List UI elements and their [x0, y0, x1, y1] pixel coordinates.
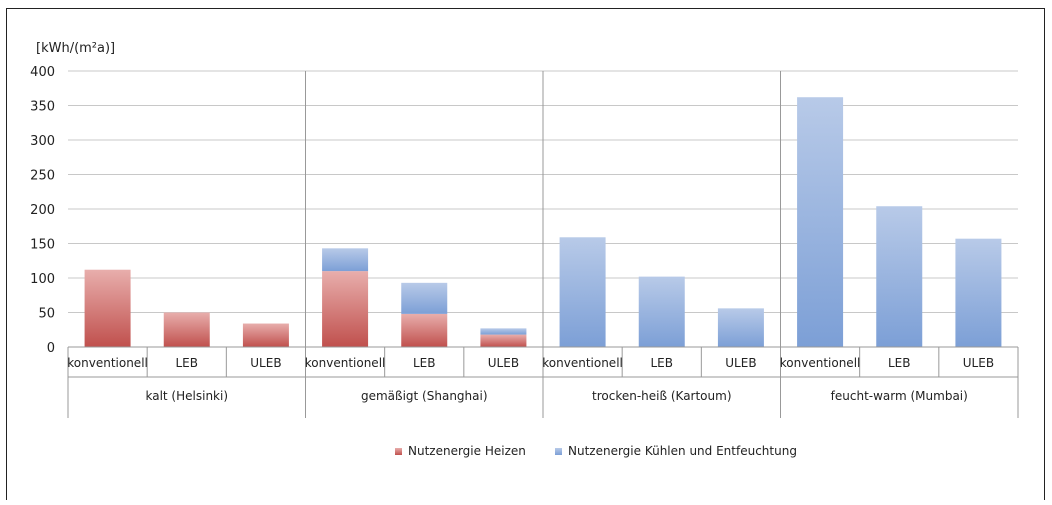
y-tick-label: 50 [38, 307, 55, 322]
category-label: konventionell [780, 356, 861, 370]
category-label: LEB [651, 356, 674, 370]
category-label: ULEB [488, 356, 519, 370]
bar-heizen [480, 334, 527, 347]
legend-swatch [555, 448, 562, 455]
y-tick-label: 150 [30, 238, 55, 253]
category-label: konventionell [305, 356, 386, 370]
bar-kuehlen [717, 308, 764, 347]
y-axis-ticks: 0 50 100 150 200 250 300 350 400 [30, 65, 55, 356]
legend-label: Nutzenergie Heizen [408, 444, 526, 458]
chart-frame [6, 8, 1045, 500]
category-label: ULEB [725, 356, 756, 370]
y-axis-unit-label: [kWh/(m²a)] [36, 41, 115, 56]
bar-kuehlen [559, 237, 606, 347]
group-label: kalt (Helsinki) [145, 389, 228, 403]
bar-kuehlen [322, 248, 369, 272]
bar-kuehlen [401, 282, 448, 314]
bar-heizen [84, 269, 131, 347]
category-axis: konventionell LEB ULEB konventionell LEB ULEB… [67, 71, 1019, 418]
group-label: trocken-heiß (Kartoum) [592, 389, 732, 403]
bars [84, 97, 1002, 347]
category-label: LEB [176, 356, 199, 370]
y-tick-label: 350 [30, 100, 55, 115]
bar-heizen [322, 271, 369, 347]
bar-heizen [163, 312, 210, 347]
bar-kuehlen [797, 97, 844, 347]
bar-kuehlen [638, 276, 685, 347]
y-tick-label: 200 [30, 203, 55, 218]
category-label: LEB [888, 356, 911, 370]
bar-kuehlen [955, 238, 1002, 347]
legend-swatch [395, 448, 402, 455]
group-label: gemäßigt (Shanghai) [361, 389, 488, 403]
bar-heizen [242, 323, 289, 347]
category-label: konventionell [67, 356, 148, 370]
y-tick-label: 250 [30, 169, 55, 184]
bar-heizen [401, 313, 448, 347]
y-tick-label: 300 [30, 134, 55, 149]
legend: Nutzenergie Heizen Nutzenergie Kühlen und… [395, 444, 797, 458]
y-tick-label: 400 [30, 65, 55, 80]
y-tick-label: 0 [47, 341, 55, 356]
legend-label: Nutzenergie Kühlen und Entfeuchtung [568, 444, 797, 458]
bar-kuehlen [876, 206, 923, 347]
bar-kuehlen [480, 328, 527, 335]
y-tick-label: 100 [30, 272, 55, 287]
category-label: konventionell [542, 356, 623, 370]
category-label: ULEB [963, 356, 994, 370]
category-label: ULEB [250, 356, 281, 370]
group-label: feucht-warm (Mumbai) [831, 389, 968, 403]
category-label: LEB [413, 356, 436, 370]
